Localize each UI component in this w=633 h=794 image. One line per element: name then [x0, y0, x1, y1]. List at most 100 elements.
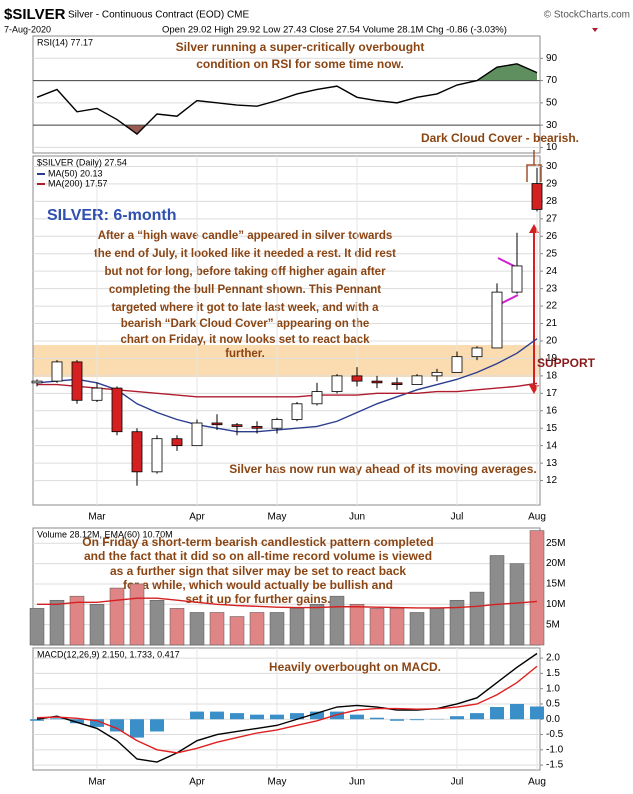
volume-annotation: On Friday a short-term bearish candlesti…: [82, 535, 433, 549]
y-tick-label: 0.0: [546, 714, 560, 725]
candle-body: [491, 291, 503, 349]
comment-line: further.: [225, 348, 265, 360]
y-tick-label: 24: [546, 266, 558, 277]
volume-bar: [429, 608, 445, 646]
candle-body: [471, 347, 483, 358]
candle-body: [391, 382, 403, 385]
volume-bar: [189, 612, 205, 646]
candle-body: [311, 391, 323, 405]
series-line: [36, 63, 538, 135]
candle-body: [51, 361, 63, 382]
y-tick-label: 0.5: [546, 699, 560, 710]
candle-body: [91, 387, 103, 401]
y-tick-label: 30: [546, 120, 558, 131]
candle-body: [351, 375, 363, 382]
series-line: [36, 652, 538, 763]
dark-cloud-annotation: Dark Cloud Cover - bearish.: [421, 131, 579, 145]
support-band: [33, 345, 540, 377]
y-tick-label: 20M: [546, 558, 565, 569]
histogram-bar: [210, 711, 224, 720]
y-tick-label: 21: [546, 318, 558, 329]
x-tick-label: Jun: [349, 512, 365, 523]
volume-bar: [129, 583, 145, 646]
histogram-bar: [250, 714, 264, 720]
histogram-bar: [30, 719, 44, 721]
candle-body: [171, 438, 183, 447]
y-tick-label: 20: [546, 336, 558, 347]
y-tick-label: 1.0: [546, 683, 560, 694]
support-label: SUPPORT: [537, 356, 596, 370]
volume-bar: [49, 599, 65, 646]
y-tick-label: 17: [546, 388, 558, 399]
y-tick-label: 25M: [546, 538, 565, 549]
volume-bar: [289, 608, 305, 646]
comment-line: completing the bull Pennant shown. This …: [109, 284, 381, 296]
candle-body: [31, 380, 43, 384]
histogram-bar: [510, 703, 524, 720]
x-tick-label: Jun: [349, 777, 365, 788]
panel-frame: [32, 35, 541, 154]
candle-body: [251, 426, 263, 429]
legend: Volume 28.12M, EMA(60) 10.70M: [37, 529, 173, 539]
histogram-bar: [330, 711, 344, 720]
volume-bar: [229, 616, 245, 646]
volume-bar: [209, 612, 225, 646]
histogram-bar: [110, 719, 124, 732]
y-tick-label: 25: [546, 248, 558, 259]
volume-bar: [489, 555, 505, 646]
volume-bar: [509, 563, 525, 646]
volume-bar: [149, 599, 165, 646]
comment-line: After a “high wave candle” appeared in s…: [98, 230, 393, 242]
y-tick-label: 30: [546, 161, 558, 172]
symbol: $SILVER: [4, 6, 66, 23]
y-tick-label: 18: [546, 371, 558, 382]
comment-line: targeted where it got to late last week,…: [111, 302, 379, 314]
down-arrow: [592, 28, 598, 32]
volume-bar: [89, 604, 105, 646]
y-tick-label: 10M: [546, 599, 565, 610]
y-tick-label: 13: [546, 458, 558, 469]
histogram-bar: [450, 716, 464, 720]
x-tick-label: Jul: [451, 512, 464, 523]
y-tick-label: 29: [546, 179, 558, 190]
histogram-bar: [190, 711, 204, 720]
candle-body: [71, 361, 83, 401]
price-title: SILVER: 6-month: [47, 207, 176, 224]
comment-line: bearish “Dark Cloud Cover” appearing on …: [121, 318, 370, 330]
candle-body: [291, 403, 303, 420]
candle-body: [271, 419, 283, 429]
legend: RSI(14) 77.17: [37, 37, 93, 47]
y-tick-label: 5M: [546, 619, 560, 630]
x-tick-label: Aug: [528, 512, 546, 523]
volume-bar: [169, 608, 185, 646]
histogram-bar: [230, 713, 244, 720]
y-tick-label: 26: [546, 231, 558, 242]
candle-body: [411, 375, 423, 385]
comment-line: chart on Friday, it now looks set to rea…: [120, 334, 370, 346]
y-tick-label: 19: [546, 353, 558, 364]
y-tick-label: -1.0: [546, 744, 564, 755]
volume-bar: [389, 608, 405, 646]
comment-line: the end of July, it looked like it neede…: [94, 248, 396, 260]
histogram-bar: [390, 719, 404, 721]
y-tick-label: 15M: [546, 579, 565, 590]
y-tick-label: 14: [546, 440, 558, 451]
y-tick-label: 70: [546, 75, 558, 86]
dark-cloud-bracket: [526, 150, 542, 182]
histogram-bar: [490, 707, 504, 720]
volume-bar: [69, 595, 85, 646]
candle-body: [131, 431, 143, 473]
volume-bar: [269, 612, 285, 646]
rsi-annotation: condition on RSI for some time now.: [196, 57, 404, 71]
x-tick-label: Aug: [528, 777, 546, 788]
volume-annotation: and the fact that it did so on all-time …: [84, 549, 432, 563]
volume-bar: [109, 587, 125, 646]
volume-bar: [349, 604, 365, 646]
volume-bar: [469, 591, 485, 646]
copyright: © StockCharts.com: [544, 10, 630, 21]
volume-bar: [249, 612, 265, 646]
legend-entry: MA(50) 20.13: [48, 168, 103, 178]
legend-entry: MA(200) 17.57: [48, 178, 108, 188]
quote: Open 29.02 High 29.92 Low 27.43 Close 27…: [162, 25, 507, 36]
